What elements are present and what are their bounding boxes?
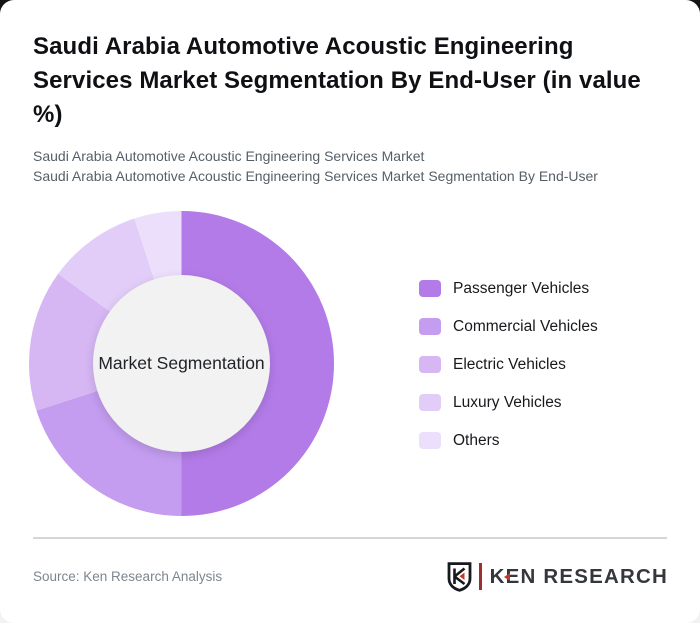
legend-item-others: Others: [419, 432, 598, 449]
logo-red-triangle-icon: [503, 572, 510, 581]
legend-label: Commercial Vehicles: [453, 317, 598, 335]
chart-legend: Passenger Vehicles Commercial Vehicles Ele…: [419, 280, 598, 470]
legend-label: Electric Vehicles: [453, 355, 566, 373]
legend-swatch-icon: [419, 432, 441, 449]
donut-center-label: Market Segmentation: [98, 353, 265, 373]
ken-research-logo: KEN RESEARCH: [447, 561, 668, 592]
legend-label: Luxury Vehicles: [453, 393, 562, 411]
legend-label: Passenger Vehicles: [453, 279, 590, 297]
legend-swatch-icon: [419, 356, 441, 373]
shield-k-icon: [447, 561, 471, 592]
source-note: Source: Ken Research Analysis: [33, 569, 223, 584]
subtitle-line-1: Saudi Arabia Automotive Acoustic Enginee…: [33, 148, 425, 164]
subtitle-block: Saudi Arabia Automotive Acoustic Enginee…: [33, 147, 683, 186]
legend-item-passenger-vehicles: Passenger Vehicles: [419, 280, 598, 297]
donut-hole: Market Segmentation: [93, 275, 270, 452]
legend-item-commercial-vehicles: Commercial Vehicles: [419, 318, 598, 335]
legend-swatch-icon: [419, 318, 441, 335]
footer-divider: [33, 537, 667, 539]
legend-swatch-icon: [419, 280, 441, 297]
legend-item-luxury-vehicles: Luxury Vehicles: [419, 394, 598, 411]
legend-swatch-icon: [419, 394, 441, 411]
subtitle-line-2: Saudi Arabia Automotive Acoustic Enginee…: [33, 167, 598, 184]
page-title: Saudi Arabia Automotive Acoustic Enginee…: [33, 33, 641, 128]
logo-brand-text: KEN RESEARCH: [489, 564, 668, 588]
logo-divider-bar: [478, 563, 482, 590]
legend-item-electric-vehicles: Electric Vehicles: [419, 356, 598, 373]
legend-label: Others: [453, 431, 500, 449]
